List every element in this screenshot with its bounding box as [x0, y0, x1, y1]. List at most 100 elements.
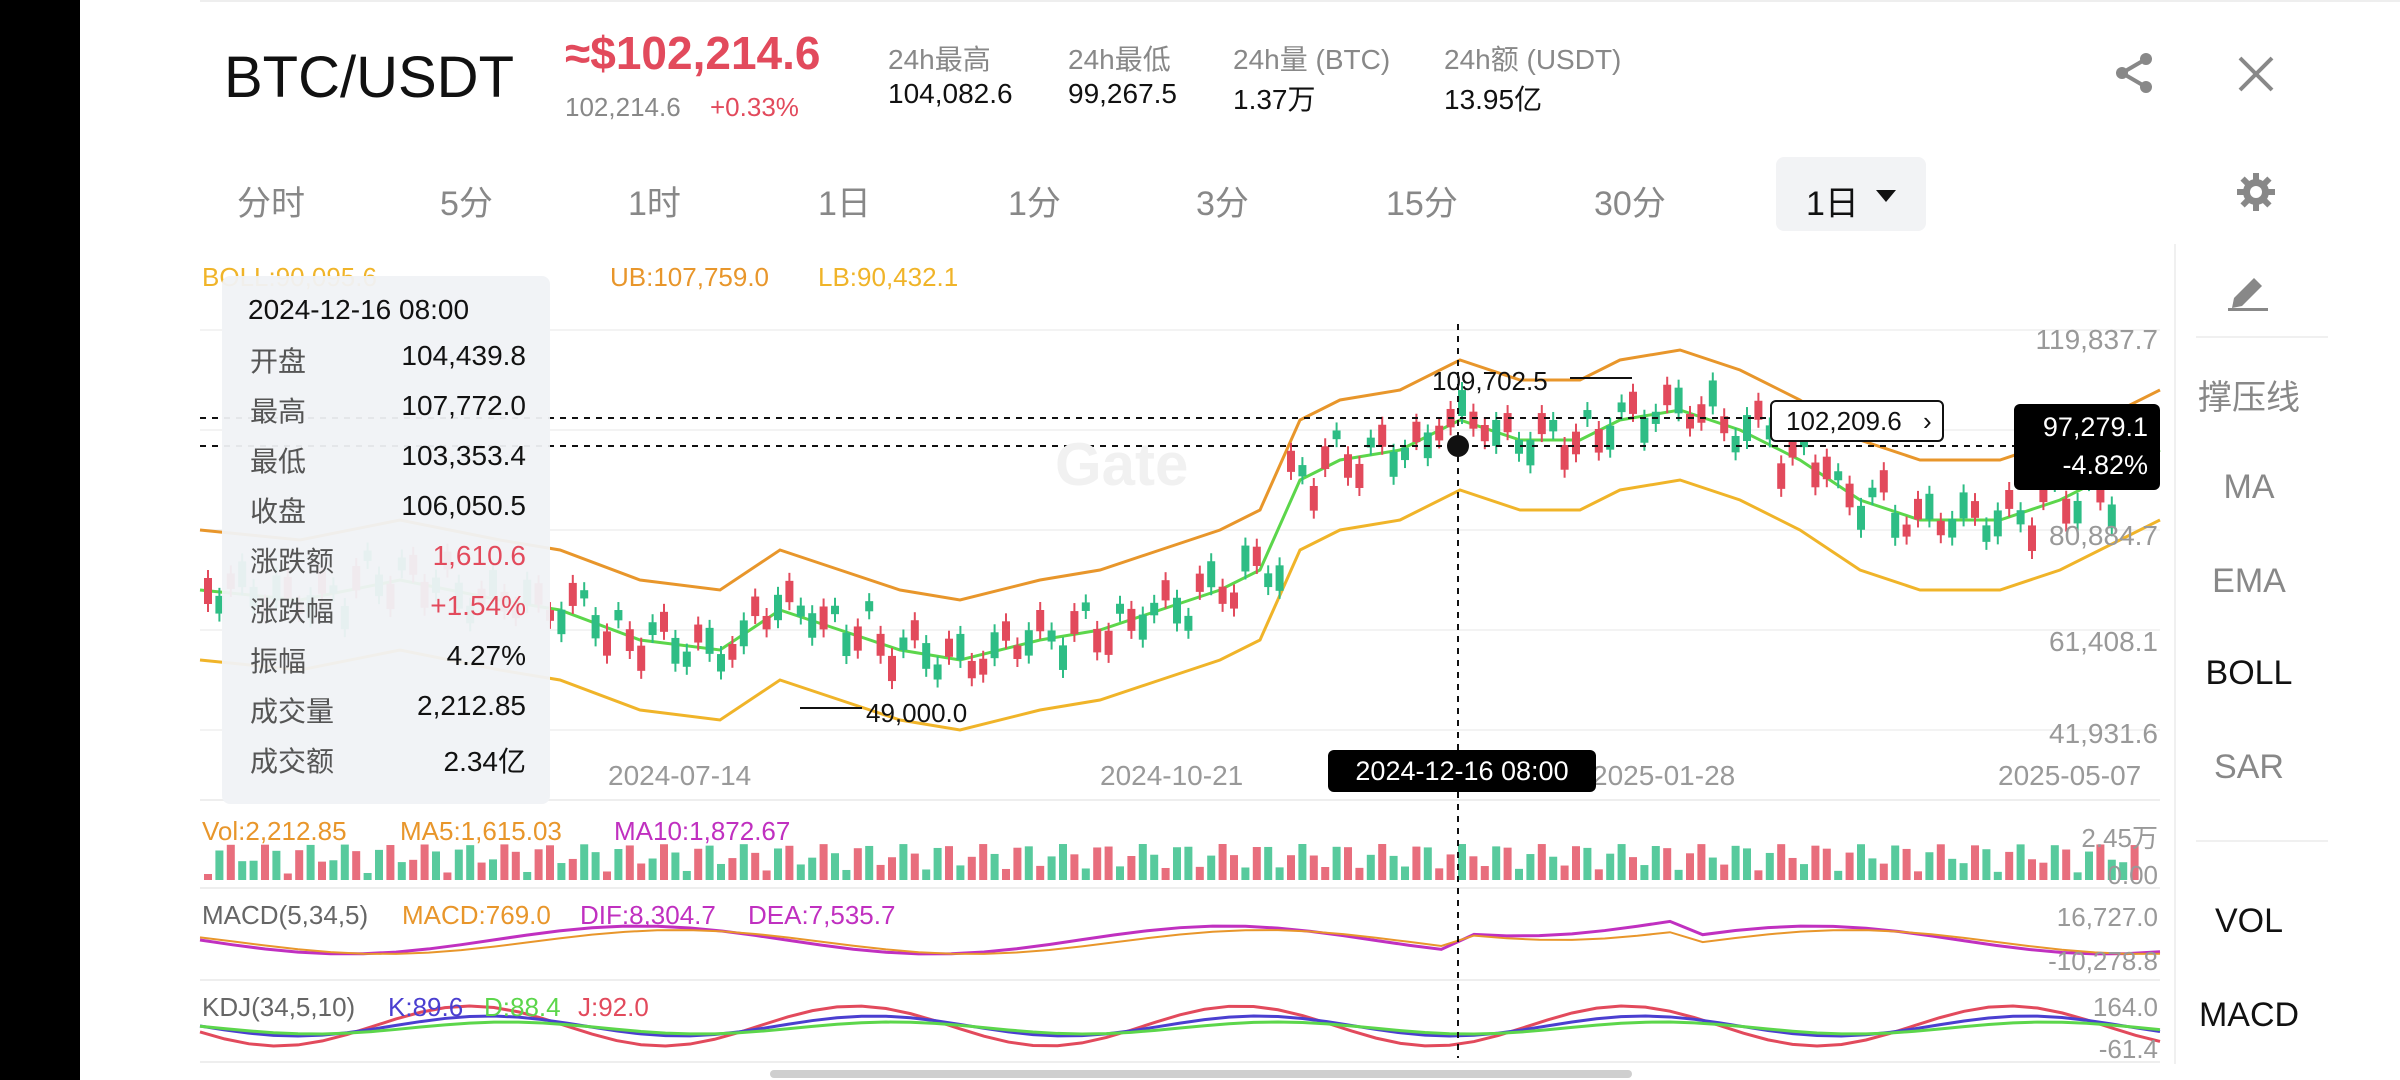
stat-label-high: 24h最高 [888, 44, 991, 75]
tooltip-row-label: 最低 [250, 446, 307, 477]
vol-axis-label: 2.45万 [2081, 823, 2158, 853]
candle-body [1024, 630, 1033, 656]
candle-body [591, 615, 600, 639]
tab-15m[interactable]: 15分 [1386, 185, 1458, 223]
candle-body [1081, 602, 1090, 611]
volume-bar [1047, 856, 1056, 880]
volume-bar [238, 861, 247, 880]
volume-bar [1902, 848, 1911, 880]
crosshair-price-label[interactable]: 102,209.6 › [1770, 400, 1944, 442]
volume-bar [1891, 845, 1900, 880]
candle-body [1127, 608, 1136, 631]
candle-body [1572, 431, 1580, 455]
candle-body [1686, 413, 1694, 429]
candle-body [1241, 545, 1250, 572]
volume-bar [1059, 844, 1067, 880]
candle-body [1936, 520, 1945, 536]
indicator-vol[interactable]: VOL [2214, 902, 2284, 940]
volume-bar [1515, 868, 1523, 880]
volume-bar [1093, 847, 1102, 880]
candle-body [1583, 410, 1592, 419]
volume-bar [1309, 855, 1318, 880]
indicator-sar[interactable]: SAR [2214, 748, 2284, 786]
interval-dropdown-bg[interactable] [1776, 157, 1926, 231]
volume-bar [1720, 864, 1729, 880]
volume-bar [2085, 851, 2093, 880]
candle-body [204, 578, 212, 604]
candle-body [1822, 456, 1831, 480]
volume-bar [375, 849, 383, 880]
volume-bar [1708, 857, 1717, 880]
volume-bar [1697, 844, 1706, 880]
candle-body [2005, 490, 2014, 509]
volume-bar [1435, 868, 1444, 880]
chart-scrollbar[interactable] [770, 1070, 1632, 1078]
tool-support-resistance[interactable]: 撑压线 [2198, 379, 2300, 417]
share-icon[interactable] [2112, 50, 2158, 96]
candle-body [2107, 504, 2116, 529]
volume-bar [728, 858, 737, 880]
volume-bar [842, 869, 851, 880]
volume-bar [751, 852, 760, 880]
tab-1d[interactable]: 1日 [818, 185, 871, 223]
candle-body [1207, 561, 1216, 588]
candle-body [1971, 501, 1979, 518]
volume-bar [1674, 869, 1683, 880]
draw-pencil-icon[interactable] [2226, 272, 2272, 317]
candle-body [1138, 614, 1147, 640]
candle-body [1834, 471, 1843, 481]
tooltip-row: 振幅 4.27% [250, 640, 526, 680]
volume-bar [1104, 846, 1113, 880]
tab-5m[interactable]: 5分 [440, 185, 493, 223]
active-interval-label[interactable]: 1日 [1806, 185, 1859, 223]
tab-3m[interactable]: 3分 [1196, 185, 1249, 223]
caret-down-icon [1876, 190, 1896, 209]
volume-bar [717, 863, 725, 880]
kdj-axis-label: 164.0 [2092, 992, 2158, 1022]
volume-bar [1572, 846, 1580, 880]
tab-1h[interactable]: 1时 [628, 185, 681, 223]
volume-bar [1469, 856, 1478, 880]
candle-body [1298, 465, 1307, 477]
last-price: 102,214.6 [565, 92, 681, 122]
candle-body [614, 610, 623, 621]
tooltip-row-label: 涨跌幅 [250, 596, 335, 627]
tab-1m[interactable]: 1分 [1008, 185, 1061, 223]
candle-body [1161, 580, 1170, 601]
tooltip-row: 成交额 2.34亿 [250, 740, 526, 780]
candle-body [876, 633, 885, 656]
candle-body [1230, 592, 1238, 609]
volume-bar [204, 874, 212, 880]
indicator-macd[interactable]: MACD [2198, 996, 2300, 1034]
volume-bar [511, 851, 520, 880]
volume-bar [2107, 859, 2116, 880]
indicator-ma[interactable]: MA [2223, 468, 2275, 506]
candle-body [1811, 462, 1820, 488]
indicator-ema[interactable]: EMA [2212, 562, 2286, 600]
close-icon[interactable] [2236, 54, 2276, 94]
candle-body [1515, 439, 1523, 454]
settings-gear-icon[interactable] [2236, 172, 2276, 217]
volume-bar [1765, 852, 1774, 880]
volume-bar [2028, 859, 2036, 880]
volume-bar [819, 844, 828, 880]
tab-30m[interactable]: 30分 [1594, 185, 1666, 223]
indicator-boll[interactable]: BOLL [2205, 654, 2293, 692]
volume-bar [1127, 856, 1136, 880]
high-marker: 109,702.5 [1432, 366, 1548, 396]
volume-bar [1948, 858, 1957, 880]
current-price-badge: 97,279.1 -4.82% [2014, 404, 2160, 490]
candle-body [1173, 597, 1181, 624]
candle-tooltip: 2024-12-16 08:00 开盘 104,439.8 最高 107,772.0 最… [222, 276, 550, 804]
volume-bar [1264, 846, 1273, 880]
volume-bar [1036, 865, 1045, 880]
volume-bar [1777, 844, 1786, 880]
watermark-logo: Gate [1055, 431, 1189, 498]
volume-bar [865, 845, 874, 880]
tooltip-row-value: 2,212.85 [417, 690, 526, 721]
tab-timeshare[interactable]: 分时 [237, 185, 305, 223]
top-divider [200, 0, 2400, 2]
volume-bar [956, 865, 965, 880]
price-usd: ≈$102,214.6 [565, 27, 821, 79]
volume-bar [443, 872, 452, 880]
